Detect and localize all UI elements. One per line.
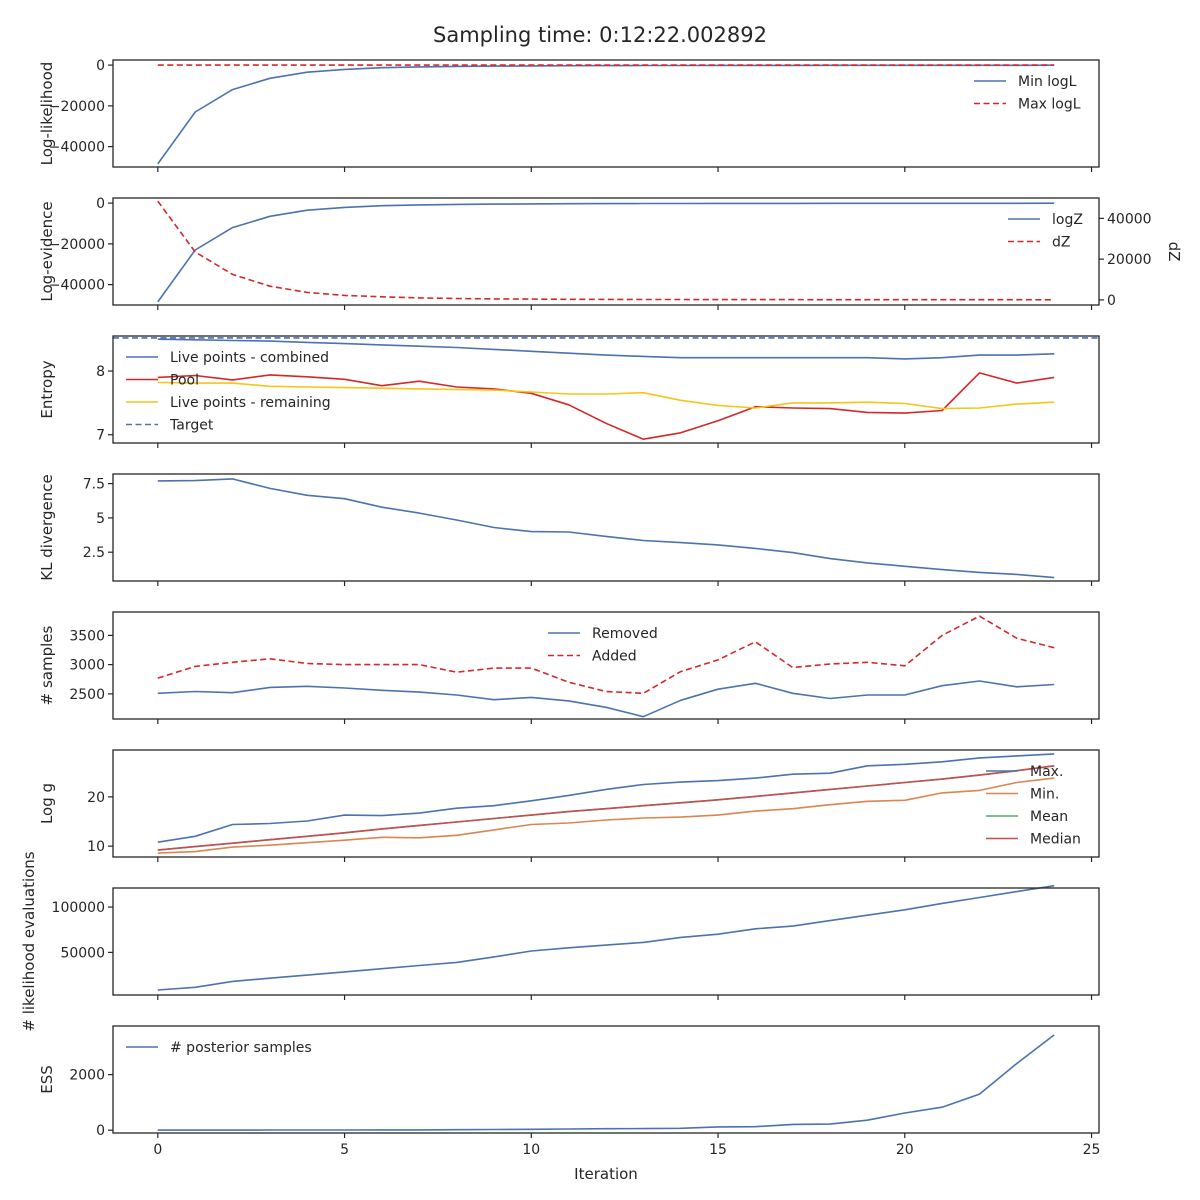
series-line-3 bbox=[157, 381, 1055, 410]
axes-frame bbox=[112, 473, 1100, 582]
legend-label: Median bbox=[1030, 832, 1081, 848]
y-tick-label: 0 bbox=[96, 1123, 105, 1139]
y-axis-label: # likelihood evaluations bbox=[20, 851, 38, 1031]
axes-frame bbox=[112, 197, 1100, 306]
series-line-1 bbox=[157, 753, 1055, 843]
y-axis-label: Log g bbox=[38, 783, 56, 824]
series-line-1 bbox=[157, 680, 1055, 718]
y-tick-label: −40000 bbox=[49, 140, 105, 156]
legend-label: Pool bbox=[170, 373, 199, 389]
y-tick-label: 3500 bbox=[69, 628, 105, 644]
y-axis-label: # samples bbox=[38, 625, 56, 705]
y2-tick-label: 0 bbox=[1107, 293, 1116, 309]
legend-label: Added bbox=[592, 649, 637, 665]
y-tick-label: 10 bbox=[87, 839, 105, 855]
series-line-2 bbox=[157, 615, 1055, 695]
y-tick-label: 100000 bbox=[52, 900, 105, 916]
series-line-4 bbox=[157, 765, 1055, 851]
axes-frame bbox=[112, 749, 1100, 858]
figure-title: Sampling time: 0:12:22.002892 bbox=[433, 23, 767, 47]
legend-label: Min logL bbox=[1018, 74, 1077, 90]
legend-label: Live points - combined bbox=[170, 350, 329, 366]
panel-5: 2500 3000 3500 # samples Removed Added bbox=[38, 611, 1100, 724]
series-line-1 bbox=[157, 884, 1055, 991]
series-line-2 bbox=[157, 372, 1055, 441]
legend: logZ dZ bbox=[1008, 212, 1083, 251]
y-tick-label: 20 bbox=[87, 790, 105, 806]
legend-label: logZ bbox=[1052, 212, 1083, 228]
axes-frame bbox=[112, 887, 1100, 996]
y2-tick-label: 20000 bbox=[1107, 252, 1152, 268]
axes-frame bbox=[112, 335, 1100, 444]
legend-label: Live points - remaining bbox=[170, 395, 331, 411]
legend-label: dZ bbox=[1052, 235, 1070, 251]
y-axis-label: KL divergence bbox=[38, 474, 56, 580]
legend: Min logL Max logL bbox=[974, 74, 1081, 113]
y-tick-label: −20000 bbox=[49, 237, 105, 253]
x-tick-label: 20 bbox=[896, 1142, 914, 1158]
legend: Max. Min. Mean Median bbox=[986, 764, 1081, 848]
y-tick-label: 0 bbox=[96, 196, 105, 212]
y-tick-label: 3000 bbox=[69, 658, 105, 674]
panel-6: 10 20 Log g Max. Min. Mean Median bbox=[38, 749, 1100, 862]
axes-frame bbox=[112, 611, 1100, 720]
panel-4: 2.5 5 7.5 KL divergence bbox=[38, 473, 1100, 586]
legend-label: Max. bbox=[1030, 764, 1063, 780]
series-line-1 bbox=[157, 202, 1055, 303]
series-line-1 bbox=[157, 1034, 1055, 1131]
legend-label: Target bbox=[169, 418, 214, 434]
legend-label: Removed bbox=[592, 626, 658, 642]
y-tick-label: 7 bbox=[96, 428, 105, 444]
axes-frame bbox=[112, 59, 1100, 168]
y-tick-label: 2500 bbox=[69, 687, 105, 703]
x-tick-label: 15 bbox=[709, 1142, 727, 1158]
x-tick-label: 25 bbox=[1083, 1142, 1101, 1158]
x-axis-label: Iteration bbox=[574, 1165, 638, 1183]
x-tick-label: 5 bbox=[340, 1142, 349, 1158]
y-tick-label: 2000 bbox=[69, 1068, 105, 1084]
y-tick-label: 50000 bbox=[60, 945, 105, 961]
y-axis-label: Log-evidence bbox=[38, 201, 56, 301]
axes-frame bbox=[112, 1025, 1100, 1134]
y-tick-label: −40000 bbox=[49, 278, 105, 294]
y-tick-label: 0 bbox=[96, 58, 105, 74]
y-tick-label: 8 bbox=[96, 364, 105, 380]
series-line-2 bbox=[157, 777, 1055, 854]
y-tick-label: 7.5 bbox=[83, 477, 105, 493]
panel-7: 50000 100000 # likelihood evaluations bbox=[20, 851, 1100, 1032]
y-tick-label: 5 bbox=[96, 511, 105, 527]
legend-label: Min. bbox=[1030, 787, 1059, 803]
y2-tick-label: 40000 bbox=[1107, 211, 1152, 227]
legend-label: Max logL bbox=[1018, 97, 1081, 113]
panel-8: 0 2000 0 5 10 15 20 25 ESS # posterior samples bbox=[38, 1025, 1101, 1158]
x-tick-label: 0 bbox=[153, 1142, 162, 1158]
legend: Removed Added bbox=[548, 626, 658, 665]
legend: Live points - combined Pool Live points - … bbox=[126, 350, 331, 434]
panel-2: 0 −20000 −40000 0 20000 40000 dZ Log-evidence lo… bbox=[38, 196, 1183, 310]
y-tick-label: −20000 bbox=[49, 99, 105, 115]
series-line-2 bbox=[157, 200, 1055, 301]
legend: # posterior samples bbox=[126, 1040, 312, 1056]
series-line-1 bbox=[157, 478, 1055, 579]
y-tick-label: 2.5 bbox=[83, 545, 105, 561]
y2-axis-label: dZ bbox=[1165, 242, 1183, 262]
y-axis-label: ESS bbox=[38, 1065, 56, 1094]
x-tick-label: 10 bbox=[522, 1142, 540, 1158]
legend-label: # posterior samples bbox=[170, 1040, 312, 1056]
y-axis-label: Log-likelihood bbox=[38, 62, 56, 166]
series-line-1 bbox=[157, 338, 1055, 360]
legend-label: Mean bbox=[1030, 809, 1068, 825]
y-axis-label: Entropy bbox=[38, 360, 56, 418]
